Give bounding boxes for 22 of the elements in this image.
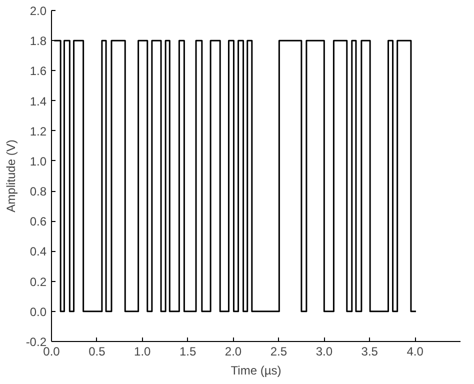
y-tick-label: 1.4 [30,94,47,108]
y-tick-label: 1.2 [30,124,47,138]
x-tick-label: 3.5 [361,344,378,358]
x-tick-label: 2.0 [224,344,242,358]
x-tick-label: 2.5 [270,344,288,358]
y-tick-label: 0.8 [30,184,47,199]
y-tick-label: 1.6 [30,64,47,78]
x-tick-label: 4.0 [406,344,424,358]
x-tick-label: 1.0 [134,344,152,358]
x-tick-label: 3.0 [316,344,333,358]
y-tick-label: 0.0 [30,304,47,319]
x-tick-label: 0.5 [88,344,106,358]
y-tick-label: 0.6 [30,214,47,229]
y-tick-label: 2.0 [30,4,47,18]
y-tick-label: 1.8 [30,34,47,48]
x-axis-title: Time (µs) [230,364,282,378]
y-tick-label: 1.0 [30,154,47,168]
x-tick-label: 1.5 [179,344,196,358]
y-axis-title: Amplitude (V) [4,140,18,212]
y-tick-label: 0.2 [30,274,47,289]
x-tick-label: 0.0 [43,344,60,358]
y-tick-label: 0.4 [30,244,47,259]
